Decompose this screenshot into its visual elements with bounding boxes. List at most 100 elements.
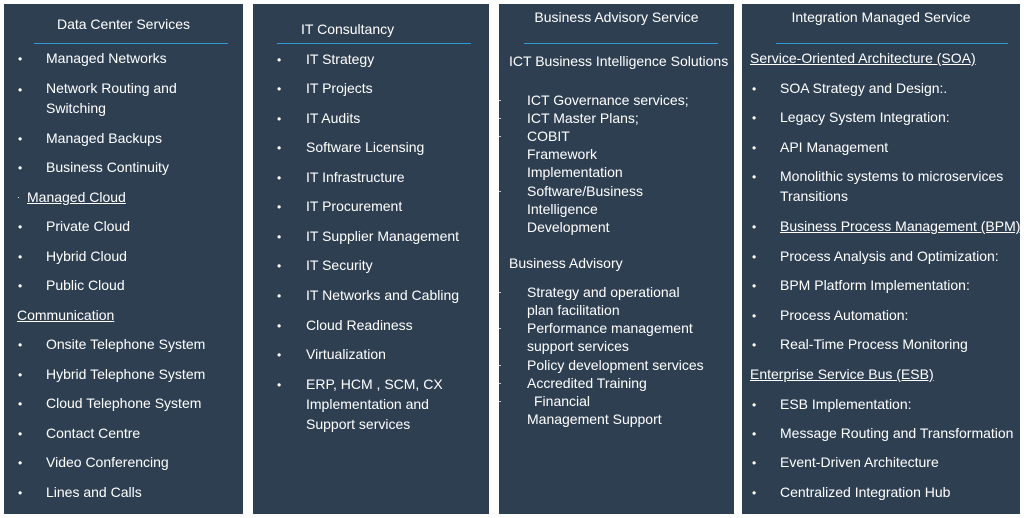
bullet: · [17, 192, 20, 202]
list-item: ICT Master Plans; [527, 110, 639, 126]
bullet: • [18, 486, 23, 500]
bullet-tick [499, 383, 501, 384]
bullet-tick [499, 118, 501, 119]
bullet: • [752, 82, 757, 96]
panel-title: Data Center Services [56, 16, 191, 32]
list-item: Performance management support services [527, 320, 693, 354]
list-item: Private Cloud [46, 218, 131, 234]
list-item: COBIT Framework Implementation [527, 128, 623, 180]
list-item: SOA Strategy and Design:. [780, 80, 948, 96]
panel-title: Business Advisory Service [534, 9, 699, 25]
list-item: IT Networks and Cabling [306, 287, 460, 303]
title-divider [524, 43, 718, 44]
bullet: • [18, 427, 23, 441]
list-item: Public Cloud [46, 277, 125, 293]
bullet-tick [499, 191, 501, 192]
list-item: ESB Implementation: [780, 396, 912, 412]
bullet-tick [499, 328, 501, 329]
list-item: Financial Management Support [527, 393, 662, 427]
list-item: Policy development services [527, 357, 704, 373]
list-item: ICT Governance services; [527, 92, 689, 108]
bullet-tick [499, 365, 501, 366]
list-item: API Management [780, 139, 889, 155]
list-item: Cloud Telephone System [46, 395, 202, 411]
bullet: • [752, 486, 757, 500]
list-item: Managed Networks [46, 50, 167, 66]
list-item: Message Routing and Transformation [780, 425, 1014, 441]
section-heading-bpm: Business Process Management (BPM) [780, 218, 1021, 234]
bullet: • [18, 52, 23, 66]
bullet: • [752, 141, 757, 155]
list-item: Strategy and operational plan facilitati… [527, 284, 680, 318]
panel-title: Integration Managed Service [791, 9, 971, 25]
panel-it-consultancy: IT Consultancy • IT Strategy • IT Projec… [253, 4, 489, 514]
list-item: IT Strategy [306, 51, 375, 67]
list-item: Cloud Readiness [306, 317, 413, 333]
panel-integration-managed-service: Integration Managed Service Service-Orie… [742, 4, 1020, 514]
bullet-tick [499, 100, 501, 101]
list-item: Contact Centre [46, 425, 141, 441]
list-item: IT Audits [306, 110, 361, 126]
section-heading-ict-bi: ICT Business Intelligence Solutions [509, 53, 729, 69]
list-item: Video Conferencing [46, 454, 169, 470]
bullet: • [752, 398, 757, 412]
title-divider [34, 43, 228, 44]
bullet: • [752, 456, 757, 470]
section-heading-business-advisory: Business Advisory [509, 255, 623, 271]
list-item: Centralized Integration Hub [780, 484, 951, 500]
bullet: • [277, 259, 282, 273]
list-item: Hybrid Cloud [46, 248, 127, 264]
list-item: Software/Business Intelligence Developme… [527, 183, 643, 235]
bullet: • [752, 279, 757, 293]
bullet: • [277, 289, 282, 303]
list-item: ERP, HCM , SCM, CX Implementation and Su… [306, 376, 443, 432]
list-item: IT Procurement [306, 198, 403, 214]
panel-title: IT Consultancy [301, 21, 395, 37]
list-item: Managed Backups [46, 130, 162, 146]
list-item: Process Automation: [780, 307, 909, 323]
bullet: • [752, 309, 757, 323]
bullet-tick [499, 401, 501, 402]
list-item: Hybrid Telephone System [46, 366, 206, 382]
panel-business-advisory-service: Business Advisory Service ICT Business I… [499, 4, 734, 514]
bullet: • [752, 250, 757, 264]
section-heading-esb: Enterprise Service Bus (ESB) [750, 366, 934, 382]
bullet-tick [499, 292, 501, 293]
bullet: • [277, 141, 282, 155]
bullet: • [752, 111, 757, 125]
bullet: • [18, 338, 23, 352]
list-item: Event-Driven Architecture [780, 454, 939, 470]
bullet: • [752, 427, 757, 441]
list-item: IT Supplier Management [306, 228, 460, 244]
bullet: • [277, 348, 282, 362]
bullet: • [277, 200, 282, 214]
list-item: IT Infrastructure [306, 169, 405, 185]
list-item: IT Security [306, 257, 373, 273]
list-item: Lines and Calls [46, 484, 142, 500]
list-item: Process Analysis and Optimization: [780, 248, 999, 264]
section-heading-soa: Service-Oriented Architecture (SOA) [750, 50, 976, 66]
bullet: • [18, 132, 23, 146]
section-heading-communication: Communication [17, 307, 115, 323]
bullet: • [277, 53, 282, 67]
bullet: • [752, 170, 757, 184]
section-heading-managed-cloud: Managed Cloud [27, 189, 126, 205]
bullet: • [277, 171, 282, 185]
list-item: Monolithic systems to microservices Tran… [780, 168, 1004, 204]
list-item: Onsite Telephone System [46, 336, 206, 352]
bullet: • [18, 83, 23, 97]
title-divider [776, 43, 1008, 44]
list-item: Accredited Training [527, 375, 647, 391]
title-divider [277, 43, 471, 44]
bullet: • [277, 112, 282, 126]
bullet: • [18, 220, 23, 234]
list-item: Business Continuity [46, 159, 169, 175]
bullet: • [18, 250, 23, 264]
bullet: • [18, 368, 23, 382]
bullet: • [18, 279, 23, 293]
panel-data-center-services: Data Center Services • Managed Networks … [4, 4, 243, 514]
list-item: Virtualization [306, 346, 386, 362]
bullet: • [277, 82, 282, 96]
list-item: Legacy System Integration: [780, 109, 950, 125]
bullet: • [752, 220, 757, 234]
